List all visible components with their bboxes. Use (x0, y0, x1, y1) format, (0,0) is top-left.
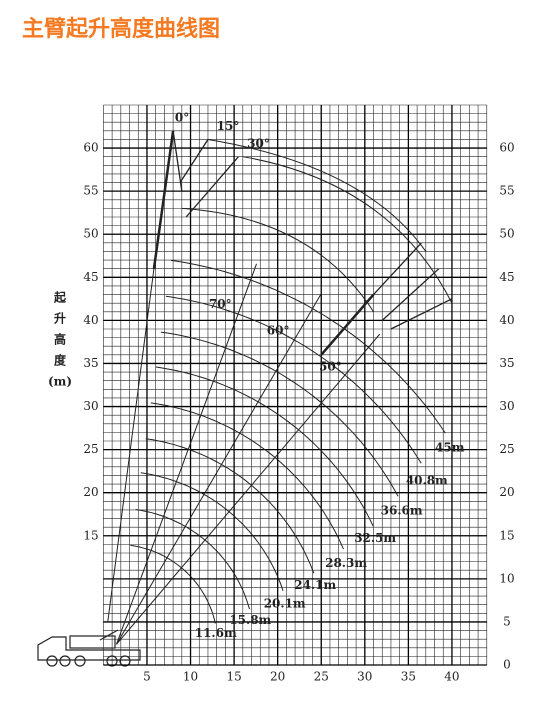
jib-angle-label: 0° (175, 110, 189, 124)
y-tick-label: 55 (499, 184, 514, 198)
boom-label: 45m (435, 441, 465, 455)
y-tick-label: 5 (503, 614, 511, 628)
boom-label: 40.8m (406, 473, 448, 487)
y-label-char: 高 (54, 332, 66, 347)
boom-member (381, 268, 440, 321)
angle-label: 70° (209, 297, 232, 311)
y-tick-label-left: 30 (83, 399, 98, 413)
x-tick-label: 10 (183, 670, 198, 684)
x-tick-label: 5 (143, 670, 151, 684)
angle-label: 60° (267, 323, 290, 337)
chart-title: 主臂起升高度曲线图 (22, 16, 220, 42)
y-label-char: 起 (53, 290, 67, 305)
jib-trace (242, 156, 453, 304)
y-label-char: 度 (54, 353, 67, 368)
boom-label: 28.3m (325, 556, 367, 570)
boom-label: 24.1m (294, 578, 336, 592)
y-tick-label-left: 25 (83, 442, 98, 456)
boom-label: 20.1m (264, 597, 306, 611)
jib-angle-label: 15° (217, 119, 240, 133)
y-label-char: (m) (48, 375, 72, 389)
jib-trace (181, 207, 374, 313)
boom-member (107, 268, 155, 622)
x-tick-label: 25 (314, 670, 329, 684)
angle-label: 50° (319, 360, 342, 374)
y-tick-label-left: 15 (83, 528, 98, 542)
y-tick-label: 10 (499, 571, 514, 585)
grid (103, 104, 488, 666)
boom-arc (160, 331, 399, 497)
y-tick-label-left: 60 (83, 141, 98, 155)
y-tick-label-left: 45 (83, 270, 98, 284)
angle-ray (116, 333, 381, 645)
boom-arc (150, 402, 344, 550)
y-tick-label: 50 (499, 227, 514, 241)
boom-arc (135, 509, 250, 610)
crane-carrier (37, 629, 141, 667)
y-tick-label-left: 20 (83, 485, 98, 499)
boom-member (373, 242, 422, 295)
y-tick-label-left: 35 (83, 356, 98, 370)
y-tick-label: 20 (499, 485, 514, 499)
jib-angle-label: 30° (247, 136, 270, 150)
x-tick-label: 35 (401, 670, 416, 684)
boom-arc (130, 544, 216, 624)
y-tick-label: 35 (499, 356, 514, 370)
boom-member (390, 298, 453, 330)
y-tick-label-left: 40 (83, 313, 98, 327)
x-tick-label: 20 (270, 670, 285, 684)
y-tick-label-left: 50 (83, 227, 98, 241)
boom-label: 36.6m (381, 504, 423, 518)
jib-trace (207, 138, 427, 252)
x-tick-label: 30 (357, 670, 372, 684)
y-tick-label: 40 (499, 313, 514, 327)
y-tick-label: 45 (499, 270, 514, 284)
boom-label: 32.5m (354, 531, 396, 545)
y-axis-label: 起升高度 (m) (48, 290, 72, 389)
y-tick-label: 30 (499, 399, 514, 413)
boom-member (152, 130, 175, 269)
x-tick-label: 15 (226, 670, 241, 684)
y-tick-label: 0 (503, 658, 511, 672)
y-tick-label: 15 (499, 528, 514, 542)
boom-arc (145, 438, 315, 574)
angle-ray (116, 293, 322, 645)
boom-member (179, 139, 209, 183)
jib-sketch (107, 130, 453, 622)
angle-ray (116, 263, 258, 645)
boom-member (185, 156, 239, 218)
boom-arc (165, 295, 422, 464)
boom-label: 11.6m (195, 626, 237, 640)
boom-label: 15.8m (229, 613, 271, 627)
x-tick-label: 40 (444, 670, 459, 684)
boom-arc (170, 259, 446, 434)
boom-member (320, 293, 375, 356)
y-label-char: 升 (54, 311, 66, 326)
boom-arc (155, 366, 374, 527)
y-tick-label: 25 (499, 442, 514, 456)
y-tick-label: 60 (499, 141, 514, 155)
y-tick-label-left: 55 (83, 184, 98, 198)
